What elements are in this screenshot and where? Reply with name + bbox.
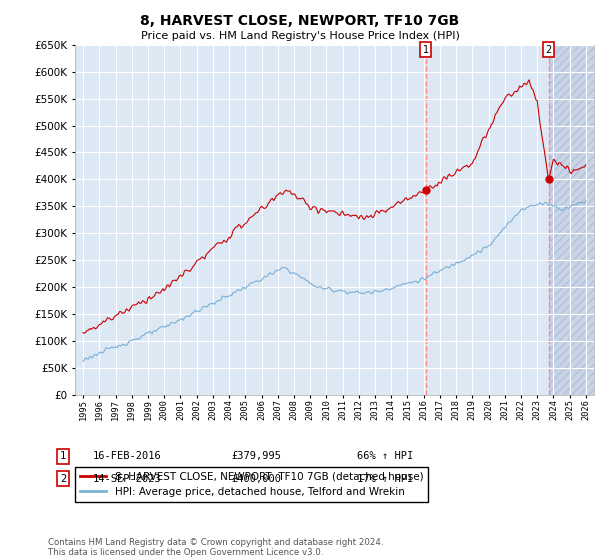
- Bar: [549, 45, 594, 395]
- Text: 8, HARVEST CLOSE, NEWPORT, TF10 7GB: 8, HARVEST CLOSE, NEWPORT, TF10 7GB: [140, 14, 460, 28]
- Text: 16-FEB-2016: 16-FEB-2016: [93, 451, 162, 461]
- Text: Contains HM Land Registry data © Crown copyright and database right 2024.
This d: Contains HM Land Registry data © Crown c…: [48, 538, 383, 557]
- Text: 2: 2: [545, 45, 552, 55]
- Text: £379,995: £379,995: [231, 451, 281, 461]
- Legend: 8, HARVEST CLOSE, NEWPORT, TF10 7GB (detached house), HPI: Average price, detach: 8, HARVEST CLOSE, NEWPORT, TF10 7GB (det…: [75, 466, 428, 502]
- Text: 66% ↑ HPI: 66% ↑ HPI: [357, 451, 413, 461]
- Bar: [549, 45, 594, 395]
- Text: 1: 1: [422, 45, 429, 55]
- Text: Price paid vs. HM Land Registry's House Price Index (HPI): Price paid vs. HM Land Registry's House …: [140, 31, 460, 41]
- Text: £400,000: £400,000: [231, 474, 281, 484]
- Text: 14-SEP-2023: 14-SEP-2023: [93, 474, 162, 484]
- Text: 2: 2: [60, 474, 66, 484]
- Text: 1: 1: [60, 451, 66, 461]
- Text: 17% ↑ HPI: 17% ↑ HPI: [357, 474, 413, 484]
